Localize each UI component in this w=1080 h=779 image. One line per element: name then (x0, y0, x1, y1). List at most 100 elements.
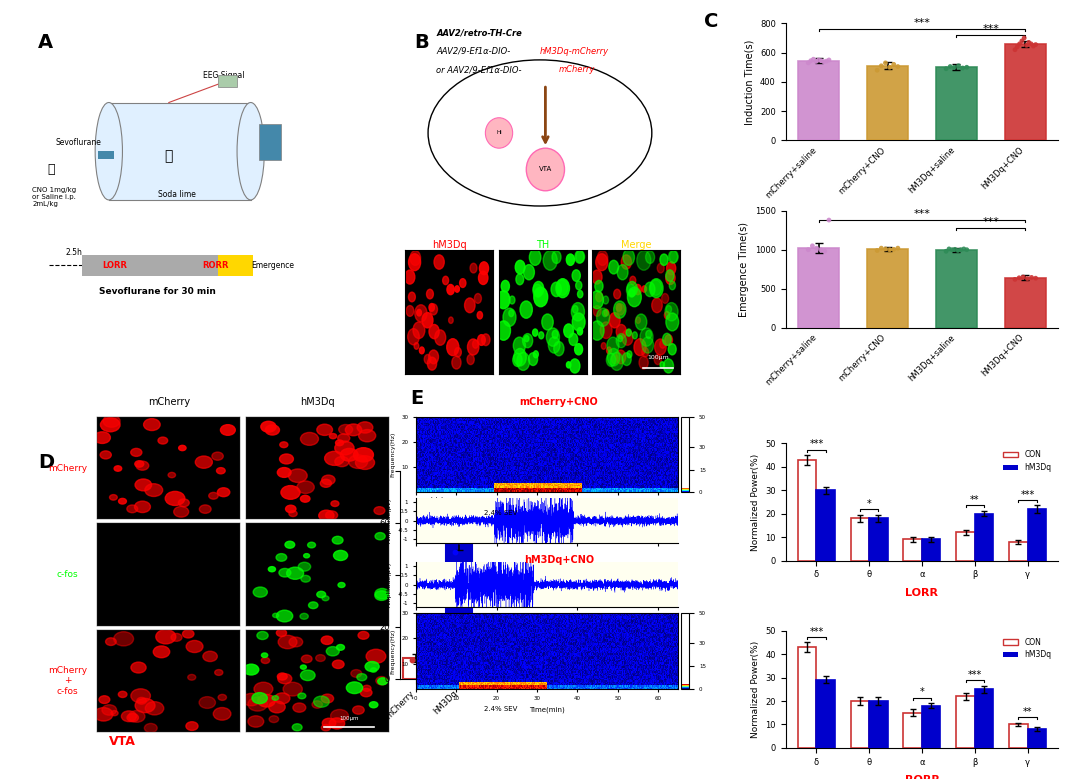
Point (1017, 39, 1035, 51)
Circle shape (369, 702, 378, 708)
Circle shape (131, 449, 141, 456)
Circle shape (351, 670, 362, 678)
Text: C: C (704, 12, 718, 30)
Point (1009, 41, 1026, 53)
Text: LORR: LORR (102, 261, 126, 270)
Circle shape (283, 682, 302, 696)
Circle shape (634, 284, 642, 294)
Circle shape (618, 336, 622, 342)
Circle shape (596, 292, 603, 301)
Circle shape (285, 506, 296, 513)
Circle shape (347, 682, 363, 693)
Circle shape (415, 305, 427, 322)
Circle shape (591, 291, 604, 308)
Circle shape (216, 467, 226, 474)
Circle shape (213, 707, 231, 720)
Circle shape (569, 333, 578, 345)
Text: 100μm: 100μm (648, 355, 670, 360)
Circle shape (525, 336, 529, 342)
Text: Soda lime: Soda lime (158, 190, 195, 199)
Circle shape (293, 724, 302, 731)
Circle shape (313, 696, 329, 707)
Circle shape (186, 721, 198, 731)
Circle shape (428, 357, 436, 370)
Point (1027, 38, 1044, 51)
Circle shape (375, 533, 386, 540)
Y-axis label: Normalized Power(%): Normalized Power(%) (751, 640, 759, 738)
Point (889, 60, 906, 72)
Point (881, 244, 899, 256)
Circle shape (276, 629, 286, 636)
Text: *: * (867, 499, 872, 509)
Point (446, 545, 463, 558)
Bar (922, 539, 941, 561)
Circle shape (168, 472, 176, 478)
Text: ***: *** (983, 217, 999, 227)
Circle shape (195, 456, 213, 468)
Circle shape (405, 270, 415, 284)
Circle shape (554, 341, 564, 356)
Circle shape (419, 347, 424, 354)
Title: hM3Dq: hM3Dq (432, 240, 467, 249)
Point (889, 242, 906, 255)
Circle shape (366, 649, 386, 664)
Bar (935, 250, 977, 328)
Text: 🐀: 🐀 (164, 149, 173, 163)
Circle shape (607, 337, 619, 354)
Circle shape (607, 348, 620, 366)
Text: **: ** (1023, 707, 1032, 717)
Circle shape (135, 699, 156, 713)
Circle shape (414, 343, 419, 349)
Bar (867, 65, 908, 140)
Point (953, 244, 970, 256)
Circle shape (575, 251, 584, 263)
Point (949, 59, 967, 72)
Circle shape (603, 296, 609, 304)
Point (455, 524, 472, 537)
Circle shape (566, 361, 571, 368)
Text: Emergence: Emergence (251, 261, 294, 270)
Point (1023, 37, 1040, 50)
Circle shape (278, 674, 292, 684)
Circle shape (337, 644, 345, 650)
Bar (935, 67, 977, 140)
Circle shape (572, 270, 580, 281)
Circle shape (642, 286, 647, 292)
Circle shape (451, 356, 461, 369)
Text: RORR: RORR (202, 261, 229, 270)
Circle shape (300, 665, 307, 669)
Point (868, 245, 886, 257)
Circle shape (422, 312, 433, 328)
Point (886, 243, 903, 256)
Circle shape (503, 308, 516, 326)
Circle shape (596, 308, 609, 326)
Circle shape (269, 701, 285, 713)
Circle shape (595, 280, 603, 292)
Point (805, 53, 822, 65)
Point (812, 55, 829, 67)
Circle shape (664, 312, 670, 319)
Circle shape (546, 328, 559, 347)
Point (881, 61, 899, 73)
Circle shape (480, 262, 488, 275)
Bar (798, 460, 816, 561)
Circle shape (94, 432, 110, 443)
Circle shape (333, 536, 343, 544)
Circle shape (156, 629, 176, 644)
Circle shape (654, 354, 661, 365)
Text: E: E (410, 390, 423, 408)
Circle shape (363, 686, 372, 691)
Y-axis label: Frequency(Hz): Frequency(Hz) (391, 432, 395, 478)
Circle shape (303, 554, 310, 558)
Point (812, 244, 829, 256)
Circle shape (274, 693, 289, 703)
Circle shape (335, 441, 354, 455)
Bar (816, 680, 835, 748)
Circle shape (315, 654, 325, 661)
Circle shape (515, 260, 525, 274)
Circle shape (482, 334, 490, 346)
Circle shape (534, 287, 548, 307)
Bar (1004, 278, 1047, 328)
X-axis label: Time(min): Time(min) (529, 707, 565, 714)
Circle shape (322, 475, 335, 485)
